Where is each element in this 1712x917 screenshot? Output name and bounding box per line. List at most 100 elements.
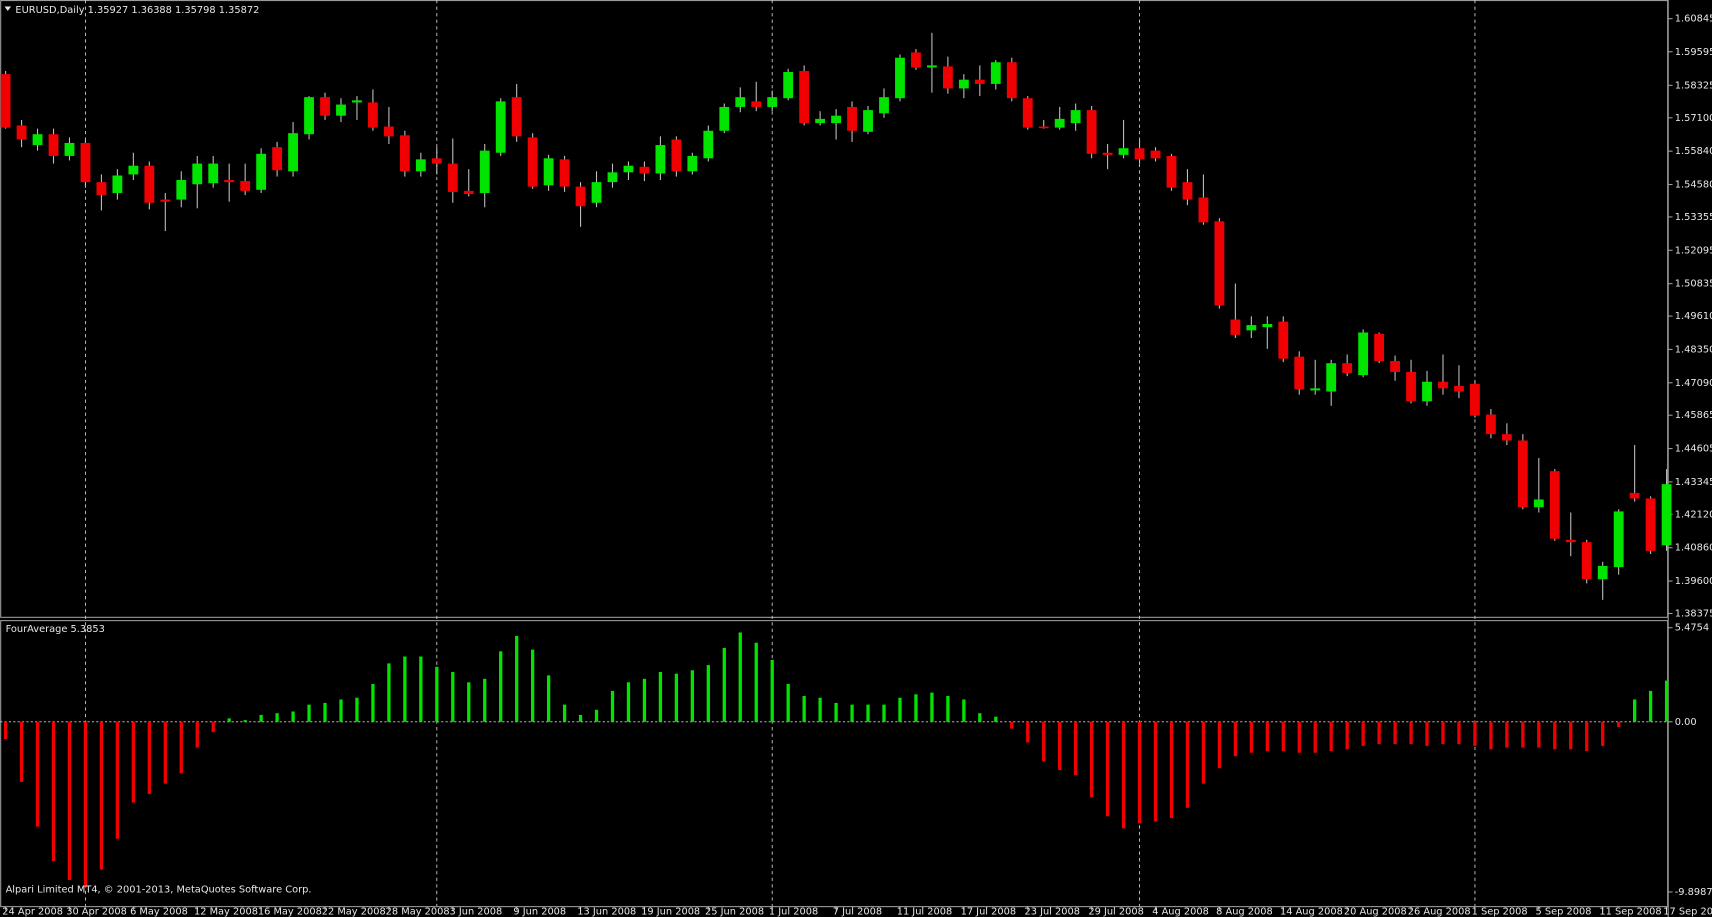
candle-body [1182, 182, 1193, 200]
histogram-bar [1217, 721, 1222, 769]
histogram-bar [610, 690, 615, 722]
histogram-bar [1393, 721, 1397, 745]
histogram-bar [1569, 721, 1573, 750]
y-tick-label: 1.50835 [1675, 279, 1712, 290]
histogram-bar [1281, 721, 1285, 752]
candle-body [495, 101, 506, 153]
candle-body [799, 70, 810, 124]
candle-body [703, 130, 714, 159]
histogram-bar [1042, 721, 1046, 762]
candle-body [591, 182, 602, 203]
x-tick-label: 12 May 2008 [194, 907, 258, 917]
histogram-bar [1313, 721, 1317, 753]
candle-body [974, 79, 985, 84]
candle-body [1645, 498, 1656, 551]
histogram-bar [1473, 721, 1477, 746]
histogram-bar [626, 682, 631, 722]
histogram-bar [1361, 721, 1365, 746]
x-tick-label: 26 Aug 2008 [1408, 907, 1471, 917]
candle-body [415, 159, 426, 172]
candle-body [80, 142, 91, 183]
histogram-bar [802, 696, 806, 722]
histogram-bar [850, 704, 854, 722]
candle-body [431, 158, 442, 164]
candle-body [927, 65, 937, 68]
candle-body [1629, 492, 1640, 499]
candle-body [1613, 511, 1624, 568]
x-tick-label: 24 Apr 2008 [2, 907, 63, 917]
histogram-bar [1553, 721, 1557, 750]
y-tick-label: 0.00 [1675, 717, 1697, 728]
candle-body [1198, 197, 1209, 223]
x-tick-label: 9 Jun 2008 [513, 907, 566, 917]
y-tick-label: 1.40860 [1675, 543, 1712, 554]
histogram-bar [179, 721, 183, 774]
candle-body [399, 135, 410, 172]
candle-body [1070, 110, 1081, 124]
candle-body [240, 181, 251, 191]
histogram-bar [435, 666, 439, 722]
histogram-bar [834, 702, 838, 722]
histogram-bar [259, 714, 263, 722]
candle-body [1118, 148, 1129, 155]
candle-body [1246, 325, 1257, 331]
x-tick-label: 28 May 2008 [386, 907, 450, 917]
histogram-bar [1105, 721, 1110, 817]
histogram-bar [1601, 721, 1605, 746]
candle-body [623, 165, 634, 173]
histogram-bar [946, 696, 950, 722]
candle-body [687, 155, 698, 172]
x-tick-label: 14 Aug 2008 [1280, 907, 1343, 917]
candle-body [160, 199, 171, 202]
candle-body [48, 134, 59, 156]
histogram-bar [1457, 721, 1461, 745]
y-tick-label: 1.38375 [1675, 608, 1712, 619]
candle-body [1022, 98, 1033, 128]
candle-body [575, 186, 586, 207]
candle-body [1390, 361, 1400, 372]
candle-body [655, 145, 666, 174]
histogram-bar [770, 659, 774, 722]
candle-body [208, 163, 219, 184]
candle-body [527, 137, 538, 187]
histogram-bar [1185, 721, 1190, 808]
y-tick-label: 1.58325 [1675, 80, 1712, 91]
candle-body [719, 106, 730, 131]
histogram-bar [962, 699, 966, 722]
histogram-bar [722, 647, 726, 722]
histogram-bar [227, 718, 231, 722]
main-panel-border [0, 0, 1669, 618]
histogram-bar [914, 694, 918, 722]
candle-body [911, 52, 921, 68]
candle-body [831, 115, 842, 124]
histogram-bar [19, 721, 24, 782]
x-tick-label: 3 Jun 2008 [450, 907, 503, 917]
x-tick-label: 7 Jul 2008 [833, 907, 882, 917]
candle-body [1134, 148, 1145, 160]
histogram-bar [1297, 721, 1301, 753]
histogram-bar [1664, 680, 1669, 722]
histogram-bar [1409, 721, 1413, 745]
menu-triangle[interactable] [4, 6, 12, 11]
x-tick-label: 29 Jul 2008 [1088, 907, 1144, 917]
candle-body [815, 118, 826, 124]
candle-body [32, 134, 43, 146]
x-tick-label: 5 Sep 2008 [1536, 907, 1592, 917]
histogram-bar [1137, 721, 1142, 824]
histogram-bar [658, 671, 663, 722]
candle-body [144, 165, 155, 203]
x-tick-label: 8 Aug 2008 [1216, 907, 1273, 917]
candle-body [1166, 155, 1177, 188]
candle-body [543, 158, 554, 186]
histogram-bar [1633, 699, 1637, 722]
candle-body [447, 163, 458, 192]
histogram-bar [131, 721, 135, 803]
chart-title: EURUSD,Daily 1.35927 1.36388 1.35798 1.3… [15, 5, 259, 16]
histogram-bar [147, 721, 151, 795]
candle-body [1214, 221, 1225, 306]
candle-body [0, 74, 11, 128]
y-tick-label: 1.52095 [1675, 245, 1712, 256]
histogram-bar [1089, 721, 1094, 798]
candle-body [751, 101, 762, 107]
histogram-bar [786, 684, 790, 722]
